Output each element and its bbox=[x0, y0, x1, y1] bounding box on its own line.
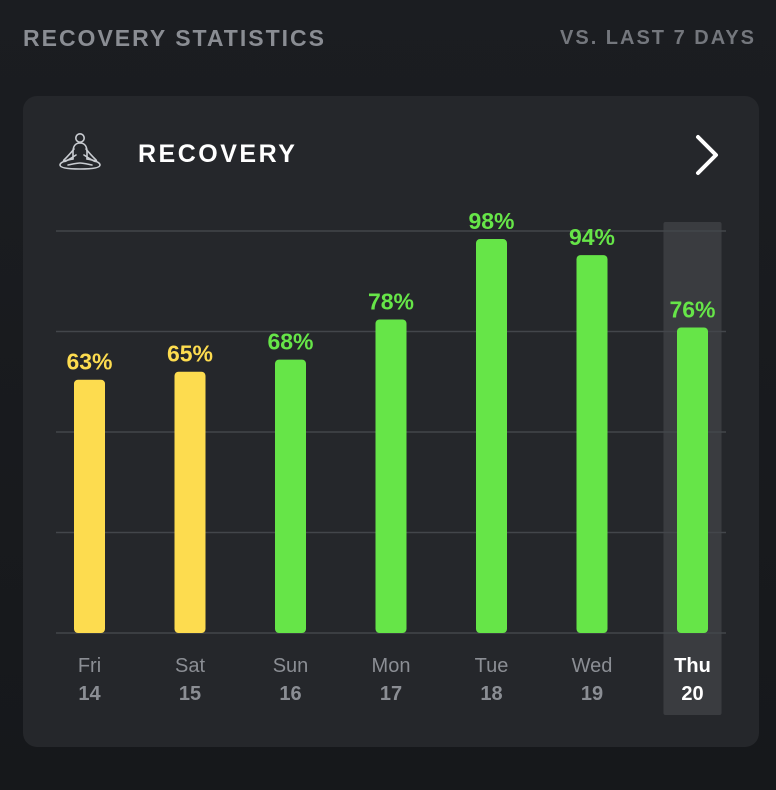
bar-value-label: 63% bbox=[66, 349, 112, 375]
day-label: Sat bbox=[175, 655, 205, 677]
bar-value-label: 76% bbox=[669, 296, 715, 322]
bar-value-label: 98% bbox=[468, 208, 514, 234]
day-label: Fri bbox=[78, 655, 101, 677]
date-label: 17 bbox=[380, 683, 402, 705]
recovery-bar-sat[interactable] bbox=[174, 371, 206, 633]
recovery-bar-fri[interactable] bbox=[74, 379, 105, 633]
bar-value-label: 78% bbox=[368, 288, 414, 314]
date-label: 19 bbox=[581, 683, 603, 705]
day-label: Thu bbox=[674, 655, 711, 677]
recovery-bar-tue[interactable] bbox=[476, 239, 507, 634]
date-label: 14 bbox=[78, 683, 101, 705]
recovery-bar-mon[interactable] bbox=[375, 319, 407, 633]
recovery-card[interactable]: RECOVERY 63% Fri 14 65% Sat 15 68% Sun 16 78% Mon 1… bbox=[23, 96, 759, 747]
recovery-bar-thu[interactable] bbox=[677, 327, 708, 633]
date-label: 18 bbox=[480, 683, 502, 705]
chevron-right-icon[interactable] bbox=[688, 132, 728, 178]
recovery-bar-wed[interactable] bbox=[576, 255, 608, 633]
bar-value-label: 65% bbox=[167, 341, 213, 367]
day-label: Mon bbox=[372, 655, 411, 677]
comparison-label[interactable]: VS. LAST 7 DAYS bbox=[560, 27, 756, 49]
meditation-icon bbox=[56, 129, 104, 177]
day-label: Wed bbox=[572, 655, 613, 677]
card-header[interactable]: RECOVERY bbox=[23, 96, 759, 216]
date-label: 20 bbox=[681, 683, 703, 705]
date-label: 16 bbox=[279, 683, 301, 705]
card-title: RECOVERY bbox=[138, 140, 298, 168]
day-label: Tue bbox=[475, 655, 509, 677]
bar-value-label: 94% bbox=[569, 224, 615, 250]
day-label: Sun bbox=[273, 655, 309, 677]
date-label: 15 bbox=[179, 683, 201, 705]
recovery-bar-sun[interactable] bbox=[275, 359, 306, 633]
bar-value-label: 68% bbox=[267, 329, 313, 355]
page-title: RECOVERY STATISTICS bbox=[23, 25, 326, 51]
recovery-bar-chart: 63% Fri 14 65% Sat 15 68% Sun 16 78% Mon 17 98% Tue 18… bbox=[56, 208, 726, 715]
page-header: RECOVERY STATISTICS VS. LAST 7 DAYS bbox=[0, 0, 776, 80]
